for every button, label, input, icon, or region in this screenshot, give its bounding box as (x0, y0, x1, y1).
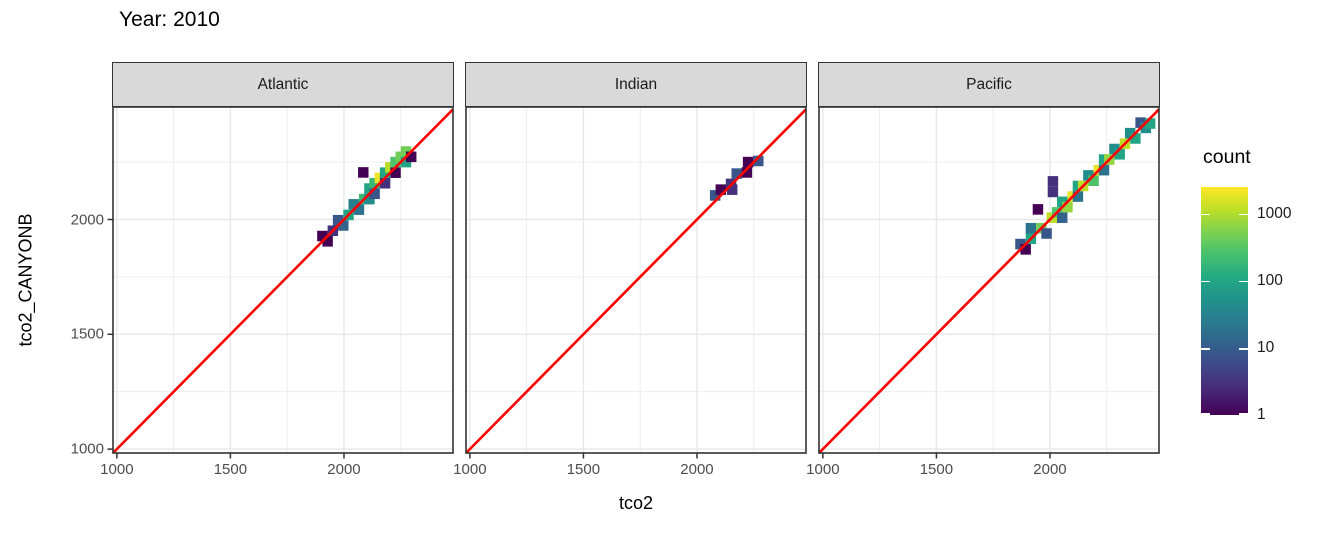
y-tick-label: 2000 (70, 211, 104, 228)
x-tick-label: 1000 (453, 461, 487, 478)
facet-strip-label: Atlantic (257, 75, 309, 93)
bin2d-tile (1072, 191, 1084, 202)
bin2d-tile (338, 220, 349, 231)
x-tick-label: 1500 (919, 461, 954, 478)
y-tick-label: 1000 (70, 440, 104, 458)
legend-tick-mark (1201, 413, 1210, 415)
legend-tick-mark (1239, 213, 1248, 216)
x-tick-label: 2000 (680, 461, 714, 478)
legend-tick-mark (1239, 347, 1248, 350)
x-tick-label: 1000 (806, 461, 840, 478)
bin2d-tile (726, 184, 738, 195)
bin2d-tile (731, 168, 742, 179)
bin2d-tile (1047, 186, 1059, 198)
facet-strip-label: Indian (614, 75, 658, 93)
x-tick-label: 2000 (327, 461, 361, 478)
bin2d-tile (1057, 196, 1068, 208)
facet-strip-pacific: Pacific (818, 62, 1160, 107)
bin2d-tile (1062, 201, 1073, 213)
panel-atlantic (107, 106, 454, 459)
bin2d-tile (709, 190, 721, 201)
bin2d-tile (1041, 228, 1052, 239)
legend-tick-label: 10 (1257, 338, 1275, 356)
bin2d-tile (390, 167, 401, 178)
legend-tick-label: 1 (1257, 406, 1266, 423)
facet-strip-indian: Indian (465, 62, 807, 107)
identity-line (112, 108, 454, 454)
legend-tick-mark (1201, 280, 1210, 283)
bin2d-tile (742, 156, 754, 168)
x-tick-label: 2000 (1033, 461, 1067, 478)
x-tick-label: 1500 (213, 461, 248, 478)
bin2d-tile (1144, 118, 1156, 129)
panel-border (818, 106, 1160, 454)
bin2d-tile (379, 177, 391, 189)
plot-title: Year: 2010 (119, 8, 220, 31)
bin2d-tile (1088, 175, 1099, 186)
x-tick-label: 1500 (566, 461, 601, 478)
identity-line (818, 108, 1160, 454)
legend-tick-mark (1201, 347, 1210, 350)
x-axis-title: tco2 (618, 493, 654, 513)
facet-strip-label: Pacific (966, 75, 1012, 93)
panel-border (465, 106, 807, 454)
bin2d-tile (741, 167, 753, 178)
y-tick-label: 1500 (70, 325, 104, 343)
bin2d-tile (369, 188, 380, 200)
bin2d-tile (1114, 149, 1125, 160)
legend-tick-mark (1201, 213, 1210, 216)
bin2d-tile (1032, 204, 1044, 215)
legend-tick-label: 100 (1257, 271, 1283, 289)
legend-title: count (1203, 146, 1251, 168)
facet-strip-atlantic: Atlantic (112, 62, 454, 107)
bin2d-tile (405, 151, 417, 163)
y-axis-title: tco2_CANYONB (15, 213, 36, 347)
panel-pacific (818, 106, 1160, 459)
bin2d-tile (1047, 176, 1059, 187)
panel-border (112, 106, 454, 454)
bin2d-tile (358, 167, 369, 178)
bin2d-tile (1025, 222, 1037, 234)
bin2d-tile (353, 204, 365, 215)
bin2d-tile (753, 155, 764, 167)
legend-colorbar (1201, 187, 1248, 415)
legend-tick-label: 1000 (1257, 204, 1292, 222)
legend-tick-mark (1239, 280, 1248, 283)
x-tick-label: 1000 (100, 461, 134, 478)
bin2d-tile (1057, 212, 1068, 223)
legend-tick-mark (1239, 413, 1248, 415)
bin2d-tile (322, 236, 333, 247)
bin2d-tile (1130, 133, 1141, 144)
bin2d-tile (1098, 164, 1110, 176)
bin2d-tile (715, 184, 727, 195)
bin2d-tile (1020, 244, 1031, 255)
identity-line (465, 108, 807, 454)
panel-indian (465, 106, 807, 459)
